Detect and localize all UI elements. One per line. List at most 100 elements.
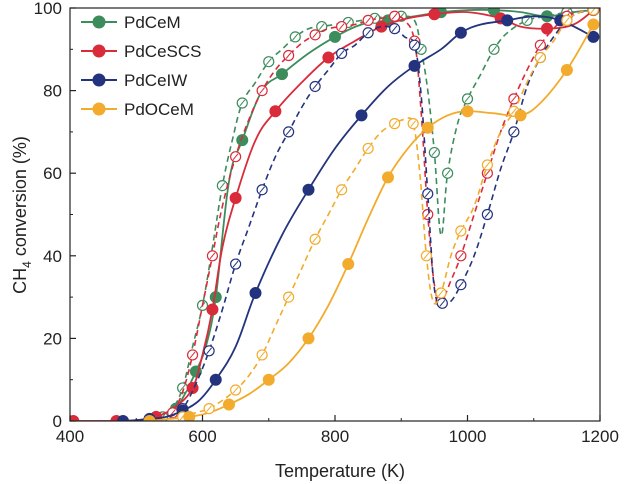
series-pdcescs — [70, 8, 600, 421]
series-pdcescs-heating-point — [322, 51, 335, 64]
legend-swatch-marker — [92, 44, 106, 58]
series-pdocem-cooling-point-slash — [484, 161, 491, 169]
series-pdcem-heating-point — [276, 68, 288, 81]
series-pdceiw-cooling-point-slash — [232, 260, 239, 268]
x-tick-label: 1000 — [449, 427, 487, 446]
series-pdocem-heating-point — [342, 258, 355, 271]
series-pdceiw-heating-point — [249, 286, 262, 299]
series-pdcem-cooling-point-slash — [318, 23, 325, 30]
series-pdceiw-heating-point — [117, 415, 129, 421]
series-pdcem-heating-line — [155, 8, 594, 420]
series-pdcem-cooling-point-slash — [491, 45, 497, 53]
series-pdcescs-cooling-point-slash — [285, 52, 292, 59]
series-pdcescs-heating-point — [206, 303, 219, 316]
series-pdcescs-cooling-point-slash — [537, 41, 544, 49]
y-tick-label: 20 — [43, 329, 62, 348]
series-pdocem-cooling-line — [169, 9, 594, 420]
y-tick-label: 40 — [43, 247, 62, 266]
legend-swatch-marker — [92, 73, 106, 87]
legend-item-pdceiw: PdCeIW — [81, 71, 187, 90]
series-pdceiw-cooling-line — [168, 9, 594, 418]
series-pdocem-cooling-point-slash — [365, 145, 372, 152]
series-pdcem — [150, 8, 600, 421]
series-pdocem-heating-point — [183, 410, 196, 421]
series-pdcem-cooling-point-slash — [524, 17, 531, 24]
series-pdocem-cooling-point-slash — [537, 54, 544, 61]
series-pdcem-heating-point — [329, 30, 341, 43]
legend-label: PdCeM — [124, 13, 181, 32]
y-tick-label: 100 — [34, 0, 62, 18]
series-pdceiw-cooling-point-slash — [411, 41, 418, 49]
series-pdcem-cooling-point-slash — [219, 182, 226, 189]
series-pdceiw-heating-point — [209, 373, 222, 386]
series-pdceiw-heating-point — [587, 30, 600, 43]
series-pdocem-cooling-point-slash — [391, 120, 398, 127]
series-pdcescs-cooling-point-slash — [312, 31, 319, 39]
y-tick-label: 80 — [43, 82, 62, 101]
series-pdocem-cooling-point-slash — [206, 405, 213, 412]
series-pdcescs-cooling-point-slash — [457, 252, 464, 260]
series-pdcescs-cooling-point-slash — [232, 153, 239, 161]
series-layer — [70, 8, 600, 421]
y-axis-label-main: CH — [10, 268, 30, 294]
series-pdcescs-cooling-point-slash — [189, 351, 196, 359]
series-pdocem-heating-line — [149, 24, 595, 421]
series-pdcescs-cooling-point-slash — [209, 252, 216, 260]
series-pdcescs-heating-point — [269, 105, 282, 118]
series-pdocem-heating-point — [262, 373, 275, 386]
series-pdocem-cooling-point — [587, 8, 599, 16]
series-pdceiw-cooling-point-slash — [439, 299, 446, 307]
series-pdocem-heating-point — [382, 171, 394, 184]
series-pdceiw-heating-point — [501, 14, 514, 27]
series-pdocem-heating-point — [514, 109, 527, 122]
series-pdceiw-cooling-point-slash — [391, 25, 398, 32]
x-tick-label: 400 — [56, 427, 84, 446]
series-pdceiw-cooling-point-slash — [457, 281, 464, 289]
series-pdcescs-heating-point — [428, 8, 441, 21]
series-pdcescs-cooling-point-slash — [391, 12, 398, 20]
series-pdocem-cooling-point-slash — [312, 235, 319, 243]
series-pdceiw-cooling-point-slash — [338, 50, 345, 57]
plot-frame — [69, 7, 601, 422]
legend-label: PdCeIW — [124, 71, 187, 90]
series-pdceiw-cooling-point-slash — [510, 128, 517, 136]
series-pdocem — [143, 8, 600, 421]
series-pdceiw-cooling-point-slash — [484, 211, 491, 218]
series-pdcescs-heating-point — [541, 22, 553, 35]
series-pdcem-heating-point — [488, 8, 500, 17]
legend: PdCeM PdCeSCS PdCeIW PdOCeM — [81, 13, 201, 119]
series-pdcem-cooling-line — [162, 9, 594, 418]
x-tick-label: 600 — [188, 427, 216, 446]
series-pdceiw-heating-line — [122, 15, 594, 421]
series-pdcem-heating-point — [236, 134, 249, 147]
series-pdcem-cooling-point-slash — [444, 169, 451, 177]
series-pdcescs-heating-point — [70, 415, 80, 421]
series-pdceiw-cooling-point-slash — [312, 83, 319, 90]
series-pdocem-cooling-point-slash — [232, 386, 239, 394]
series-pdocem-heating-point — [461, 105, 474, 118]
series-pdcescs-cooling-point-slash — [365, 17, 372, 24]
series-pdceiw — [117, 8, 600, 421]
series-pdceiw-cooling-point-slash — [365, 29, 372, 37]
series-pdcem-cooling-point-slash — [265, 58, 272, 66]
series-pdocem-cooling-point-slash — [410, 120, 417, 127]
series-pdocem-cooling-point-slash — [423, 252, 430, 260]
series-pdceiw-cooling-point-slash — [206, 347, 213, 355]
series-pdceiw-heating-point — [355, 109, 368, 122]
series-pdcescs-cooling-point-slash — [338, 23, 345, 30]
x-tick-label: 1200 — [581, 427, 619, 446]
series-pdcescs-cooling-point-slash — [484, 169, 491, 177]
series-pdceiw-heating-point — [408, 59, 421, 72]
series-pdocem-cooling-point-slash — [338, 186, 345, 194]
y-tick-label: 0 — [53, 412, 62, 431]
series-pdceiw-heating-point — [454, 26, 467, 39]
series-pdcescs-cooling-point-slash — [510, 95, 517, 103]
legend-item-pdcescs: PdCeSCS — [81, 42, 201, 61]
legend-label: PdCeSCS — [124, 42, 201, 61]
axes-layer: 400 600 800 1000 1200 0 20 40 60 80 100 — [34, 0, 619, 446]
series-pdocem-heating-point — [587, 18, 600, 31]
series-pdocem-cooling-point-slash — [563, 17, 570, 24]
legend-swatch-marker — [92, 15, 106, 29]
series-pdocem-heating-point — [560, 63, 573, 76]
